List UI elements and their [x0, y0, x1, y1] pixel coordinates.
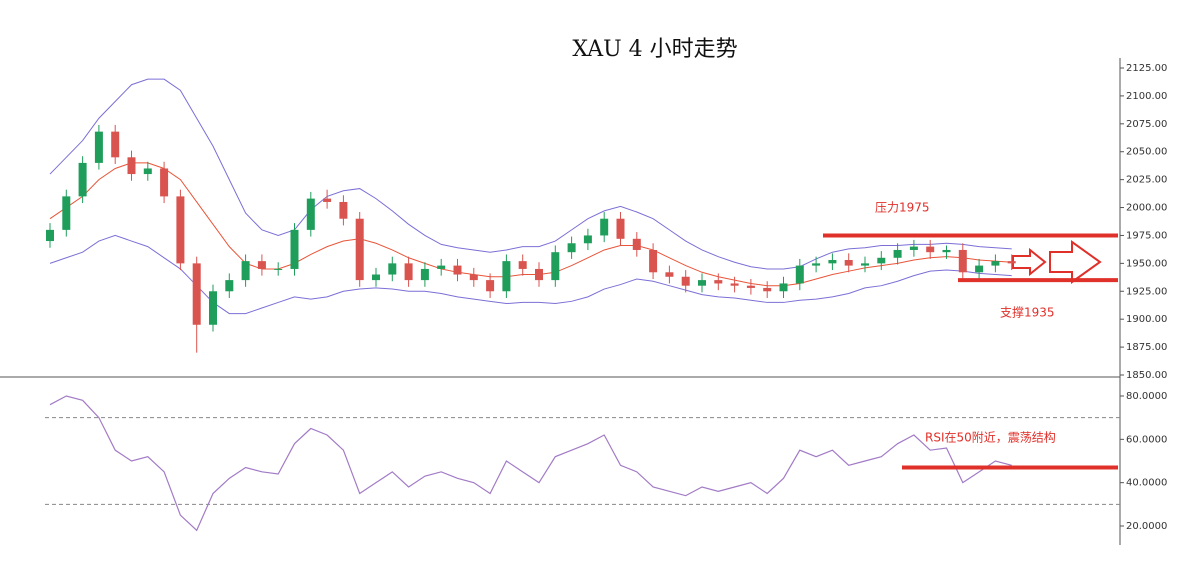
candle-body	[795, 265, 804, 284]
y-tick-label: 1950.00	[1126, 258, 1167, 269]
candle-body	[698, 280, 706, 286]
candle-body	[290, 229, 299, 269]
y-tick-label: 1975.00	[1126, 230, 1167, 241]
candle-body	[763, 287, 772, 292]
y-tick-label: 1925.00	[1126, 286, 1167, 297]
candle-body	[665, 272, 674, 277]
arrows	[1012, 240, 1102, 284]
candle-body	[78, 162, 87, 197]
band-line	[49, 162, 1012, 287]
candle-body	[306, 198, 315, 230]
y-tick-label: 80.0000	[1126, 391, 1167, 402]
candle-body	[257, 261, 266, 269]
candle-body	[893, 249, 902, 258]
candle-body	[681, 276, 690, 286]
candle-body	[649, 249, 658, 273]
y-tick-label: 2075.00	[1126, 119, 1167, 130]
candle-body	[926, 246, 935, 253]
candle-body	[355, 218, 364, 281]
candle-body	[828, 260, 837, 264]
candle-body	[339, 201, 348, 219]
candle-body	[518, 261, 527, 269]
annotation: 支撑1935	[1000, 305, 1055, 320]
candle-body	[502, 261, 511, 292]
y-tick-label: 2100.00	[1126, 91, 1167, 102]
candle-body	[62, 196, 71, 230]
band-line	[49, 78, 1012, 270]
y-tick-label: 2000.00	[1126, 203, 1167, 214]
candle-body	[127, 157, 136, 175]
y-tick-label: 60.0000	[1126, 434, 1167, 445]
candle-body	[323, 198, 332, 202]
candle-body	[176, 196, 185, 264]
candle-body	[779, 283, 788, 292]
y-tick-label: 1850.00	[1126, 370, 1167, 381]
candle-body	[46, 229, 54, 242]
candle-body	[486, 280, 495, 292]
candle-body	[844, 260, 853, 266]
candle-body	[388, 263, 397, 275]
candle-body	[714, 280, 723, 284]
candle-body	[812, 263, 821, 266]
candle-body	[94, 131, 103, 163]
candle-body	[600, 218, 609, 236]
rsi-line	[49, 395, 1012, 532]
candle-body	[274, 268, 283, 270]
candle-body	[583, 235, 592, 244]
candle-body	[160, 168, 169, 197]
y-tick-label: 1900.00	[1126, 314, 1167, 325]
candle-body	[437, 265, 446, 269]
candle-body	[535, 268, 543, 281]
candle-body	[225, 280, 234, 292]
candle-body	[909, 246, 918, 250]
chart-title: XAU 4 小时走势	[572, 37, 737, 62]
annotation: RSI在50附近，震荡结构	[925, 430, 1056, 445]
candle-body	[241, 261, 250, 281]
annotation: 压力1975	[875, 201, 930, 215]
candle-body	[975, 265, 984, 273]
y-tick-label: 2025.00	[1126, 175, 1167, 186]
candle-body	[372, 274, 380, 281]
candle-body	[942, 249, 951, 253]
candle-body	[551, 252, 560, 281]
candle-body	[404, 263, 413, 281]
candle-body	[991, 261, 1000, 266]
candle-body	[192, 263, 201, 325]
candle-body	[420, 268, 429, 281]
y-tick-label: 2050.00	[1126, 147, 1167, 158]
candle-body	[746, 285, 755, 288]
candle-body	[111, 131, 120, 158]
y-tick-label: 1875.00	[1126, 342, 1167, 353]
candle-body	[958, 249, 967, 273]
y-tick-label: 20.0000	[1126, 521, 1167, 532]
candle-body	[877, 257, 886, 264]
candle-body	[453, 265, 462, 275]
candle-body	[469, 274, 478, 281]
candle-body	[616, 218, 625, 239]
arrow	[1049, 240, 1102, 284]
candle-body	[730, 283, 739, 286]
arrow	[1012, 247, 1047, 277]
candle-body	[1007, 261, 1016, 264]
candle-body	[143, 168, 152, 175]
candle-body	[861, 263, 869, 266]
candle-body	[567, 243, 576, 253]
y-tick-label: 40.0000	[1126, 478, 1167, 489]
candle-body	[209, 291, 217, 325]
y-tick-label: 2125.00	[1126, 63, 1167, 74]
candle-body	[632, 238, 641, 250]
